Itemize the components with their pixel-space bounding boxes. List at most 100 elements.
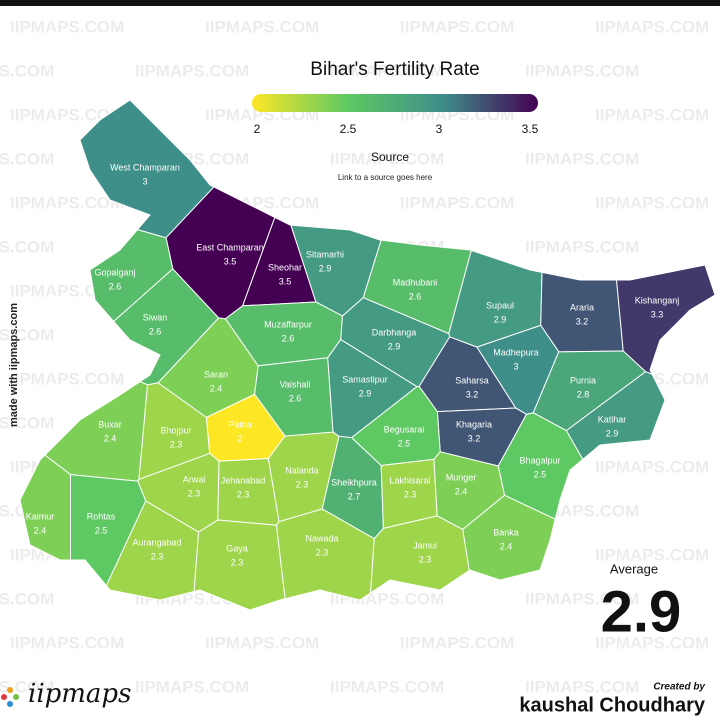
source: Source: [371, 150, 409, 164]
district: [616, 264, 716, 376]
district-value: 2.5: [534, 469, 547, 479]
district-value: 2.3: [170, 439, 183, 449]
watermark-text: IIPMAPS.COM: [595, 17, 709, 36]
district-value: 2.5: [95, 525, 108, 535]
district-name: Saharsa: [455, 375, 489, 385]
credit-name: kaushal Choudhary: [519, 694, 705, 716]
logo: iipmaps: [28, 679, 131, 709]
watermark-text: IIPMAPS.COM: [0, 589, 54, 608]
district-value: 2.6: [289, 393, 302, 403]
district-value: 2.3: [188, 488, 201, 498]
district-value: 2.9: [388, 341, 401, 351]
watermark-text: IIPMAPS.COM: [135, 61, 249, 80]
map-title: Bihar's Fertility Rate: [310, 59, 479, 80]
district-name: Khagaria: [456, 419, 492, 429]
district-name: Gopalganj: [94, 267, 135, 277]
district-name: Bhagalpur: [519, 455, 560, 465]
district-value: 2.6: [409, 291, 422, 301]
watermark-text: IIPMAPS.COM: [525, 149, 639, 168]
district-name: Bhojpur: [160, 425, 191, 435]
credit-label: Created by: [653, 682, 705, 693]
district-value: 2.4: [500, 541, 513, 551]
district-labels: West Champaran 3 East Champaran 3.5 Sheohar 3…: [26, 162, 680, 567]
district-name: East Champaran: [196, 242, 264, 252]
district-value: 2.3: [316, 547, 329, 557]
watermark-text: IIPMAPS.COM: [0, 61, 54, 80]
watermark-text: IIPMAPS.COM: [525, 677, 639, 696]
watermark-text: IIPMAPS.COM: [330, 677, 444, 696]
district-value: 2: [237, 433, 242, 443]
district-value: 2.4: [34, 525, 47, 535]
district-name: Kaimur: [26, 511, 55, 521]
map: [19, 99, 716, 611]
district: [19, 454, 71, 561]
watermark-text: IIPMAPS.COM: [525, 237, 639, 256]
watermark-text: IIPMAPS.COM: [525, 589, 639, 608]
district-value: 2.9: [359, 388, 372, 398]
district-value: 3.5: [224, 256, 237, 266]
watermark-text: IIPMAPS.COM: [595, 633, 709, 652]
district-name: Begusarai: [384, 424, 425, 434]
district-name: Banka: [493, 527, 519, 537]
district-name: Sheohar: [268, 262, 302, 272]
district-name: Kishanganj: [635, 295, 680, 305]
district-value: 2.6: [282, 333, 295, 343]
district-value: 2.3: [237, 489, 250, 499]
district-value: 3.5: [279, 276, 292, 286]
watermark-text: IIPMAPS.COM: [330, 61, 444, 80]
district-name: Nalanda: [285, 465, 319, 475]
average-label: Average: [610, 561, 658, 576]
district-value: 2.3: [151, 551, 164, 561]
district-name: Madhepura: [493, 347, 539, 357]
legend: 2 2.5 3 3.5: [254, 122, 539, 136]
watermark-text: IIPMAPS.COM: [525, 61, 639, 80]
watermark-text: IIPMAPS.COM: [0, 677, 54, 696]
district-value: 3.2: [576, 316, 589, 326]
district: [89, 229, 174, 323]
district-value: 2.4: [455, 486, 468, 496]
district-name: Aurangabad: [132, 537, 181, 547]
watermark-text: IIPMAPS.COM: [10, 369, 124, 388]
district-name: Jamui: [413, 540, 437, 550]
district-value: 2.9: [494, 314, 507, 324]
district-name: Munger: [446, 472, 477, 482]
district-value: 2.3: [296, 479, 309, 489]
district-name: Madhubani: [393, 277, 438, 287]
district-value: 2.6: [149, 326, 162, 336]
logo-icon: [1, 687, 19, 707]
district-name: Patna: [228, 419, 252, 429]
district-value: 3.2: [466, 389, 479, 399]
watermark-text: IIPMAPS.COM: [135, 677, 249, 696]
watermark-text: IIPMAPS.COM: [0, 149, 54, 168]
legend-bar: [252, 94, 538, 112]
district-name: Rohtas: [87, 511, 116, 521]
district-name: Sitamarhi: [306, 249, 344, 259]
district-value: 2.7: [348, 491, 361, 501]
watermark-text: IIPMAPS.COM: [0, 237, 54, 256]
side-note: made with iipmaps.com: [8, 303, 20, 427]
watermark-text: IIPMAPS.COM: [10, 193, 124, 212]
legend-tick-label: 3: [436, 122, 443, 136]
watermark-text: IIPMAPS.COM: [400, 193, 514, 212]
district-name: Vaishali: [280, 379, 311, 389]
district-value: 3: [142, 176, 147, 186]
watermark-text: IIPMAPS.COM: [400, 633, 514, 652]
district-name: Jehanabad: [221, 475, 266, 485]
district: [275, 508, 375, 601]
district-name: Siwan: [143, 312, 168, 322]
district-value: 2.3: [404, 489, 417, 499]
district-name: Nawada: [305, 533, 338, 543]
watermark-text: IIPMAPS.COM: [330, 149, 444, 168]
district-name: Supaul: [486, 300, 514, 310]
district-name: Araria: [570, 302, 594, 312]
district-value: 2.5: [398, 438, 411, 448]
district-value: 3.2: [468, 433, 481, 443]
watermark-text: IIPMAPS.COM: [595, 457, 709, 476]
source-link: Link to a source goes here: [338, 173, 433, 182]
district-name: Arwal: [183, 474, 206, 484]
district-name: Purnia: [570, 375, 596, 385]
district-name: Muzaffarpur: [264, 319, 312, 329]
top-bar: [0, 0, 720, 6]
watermark-text: IIPMAPS.COM: [595, 193, 709, 212]
